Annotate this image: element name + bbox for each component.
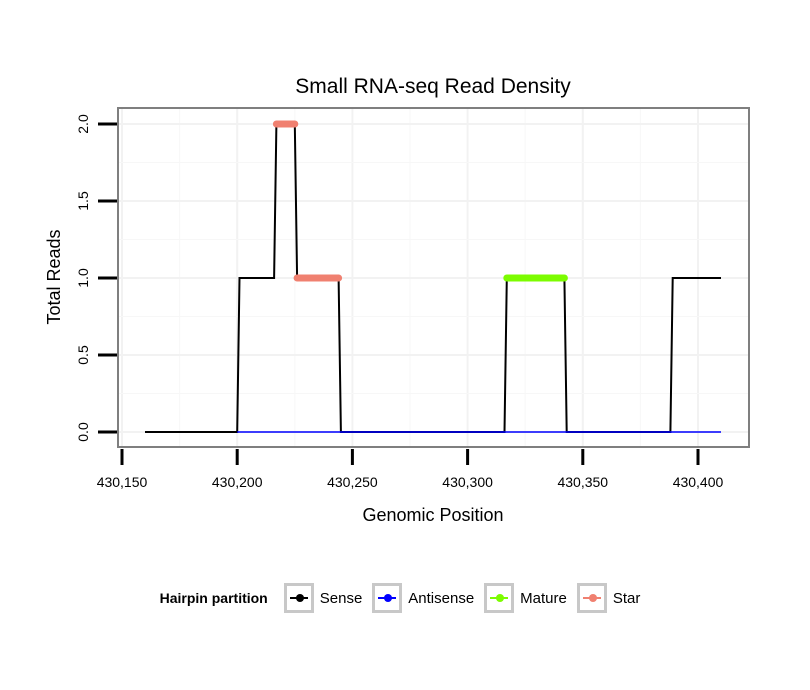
legend-key-antisense: [372, 583, 403, 613]
y-axis: 0.0 0.5 1.0 1.5 2.0: [75, 114, 117, 442]
series-layer: [145, 120, 721, 433]
plot-border: [117, 107, 750, 448]
legend-label: Star: [612, 589, 641, 607]
legend-item-antisense: Antisense: [372, 583, 478, 613]
legend-title: Hairpin partition: [159, 590, 268, 606]
legend-label: Sense: [319, 589, 363, 607]
x-axis-label: Genomic Position: [362, 505, 503, 525]
legend-item-mature: Mature: [484, 583, 571, 613]
y-tick-label: 0.5: [75, 345, 91, 365]
x-axis: 430,150 430,200 430,250 430,300 430,350 430,4…: [97, 449, 724, 490]
x-tick-label: 430,250: [327, 474, 378, 490]
y-tick-label: 2.0: [75, 114, 91, 134]
legend-key-star: [576, 583, 607, 613]
y-tick-label: 0.0: [75, 422, 91, 442]
legend-label: Antisense: [408, 589, 475, 607]
legend-key-mature: [484, 583, 515, 613]
legend-key-sense: [283, 583, 314, 613]
x-tick-label: 430,200: [212, 474, 263, 490]
legend-item-star: Star: [576, 583, 645, 613]
y-axis-label: Total Reads: [44, 229, 64, 324]
chart-title: Small RNA-seq Read Density: [295, 75, 571, 98]
legend: Hairpin partition Sense Antisense Mature St…: [0, 580, 810, 616]
x-tick-label: 430,150: [97, 474, 148, 490]
y-tick-label: 1.5: [75, 191, 91, 211]
y-tick-label: 1.0: [75, 268, 91, 288]
legend-label: Mature: [520, 589, 567, 607]
x-tick-label: 430,400: [673, 474, 724, 490]
x-tick-label: 430,300: [442, 474, 493, 490]
grid: [118, 108, 749, 447]
legend-item-sense: Sense: [283, 583, 367, 613]
x-tick-label: 430,350: [557, 474, 608, 490]
